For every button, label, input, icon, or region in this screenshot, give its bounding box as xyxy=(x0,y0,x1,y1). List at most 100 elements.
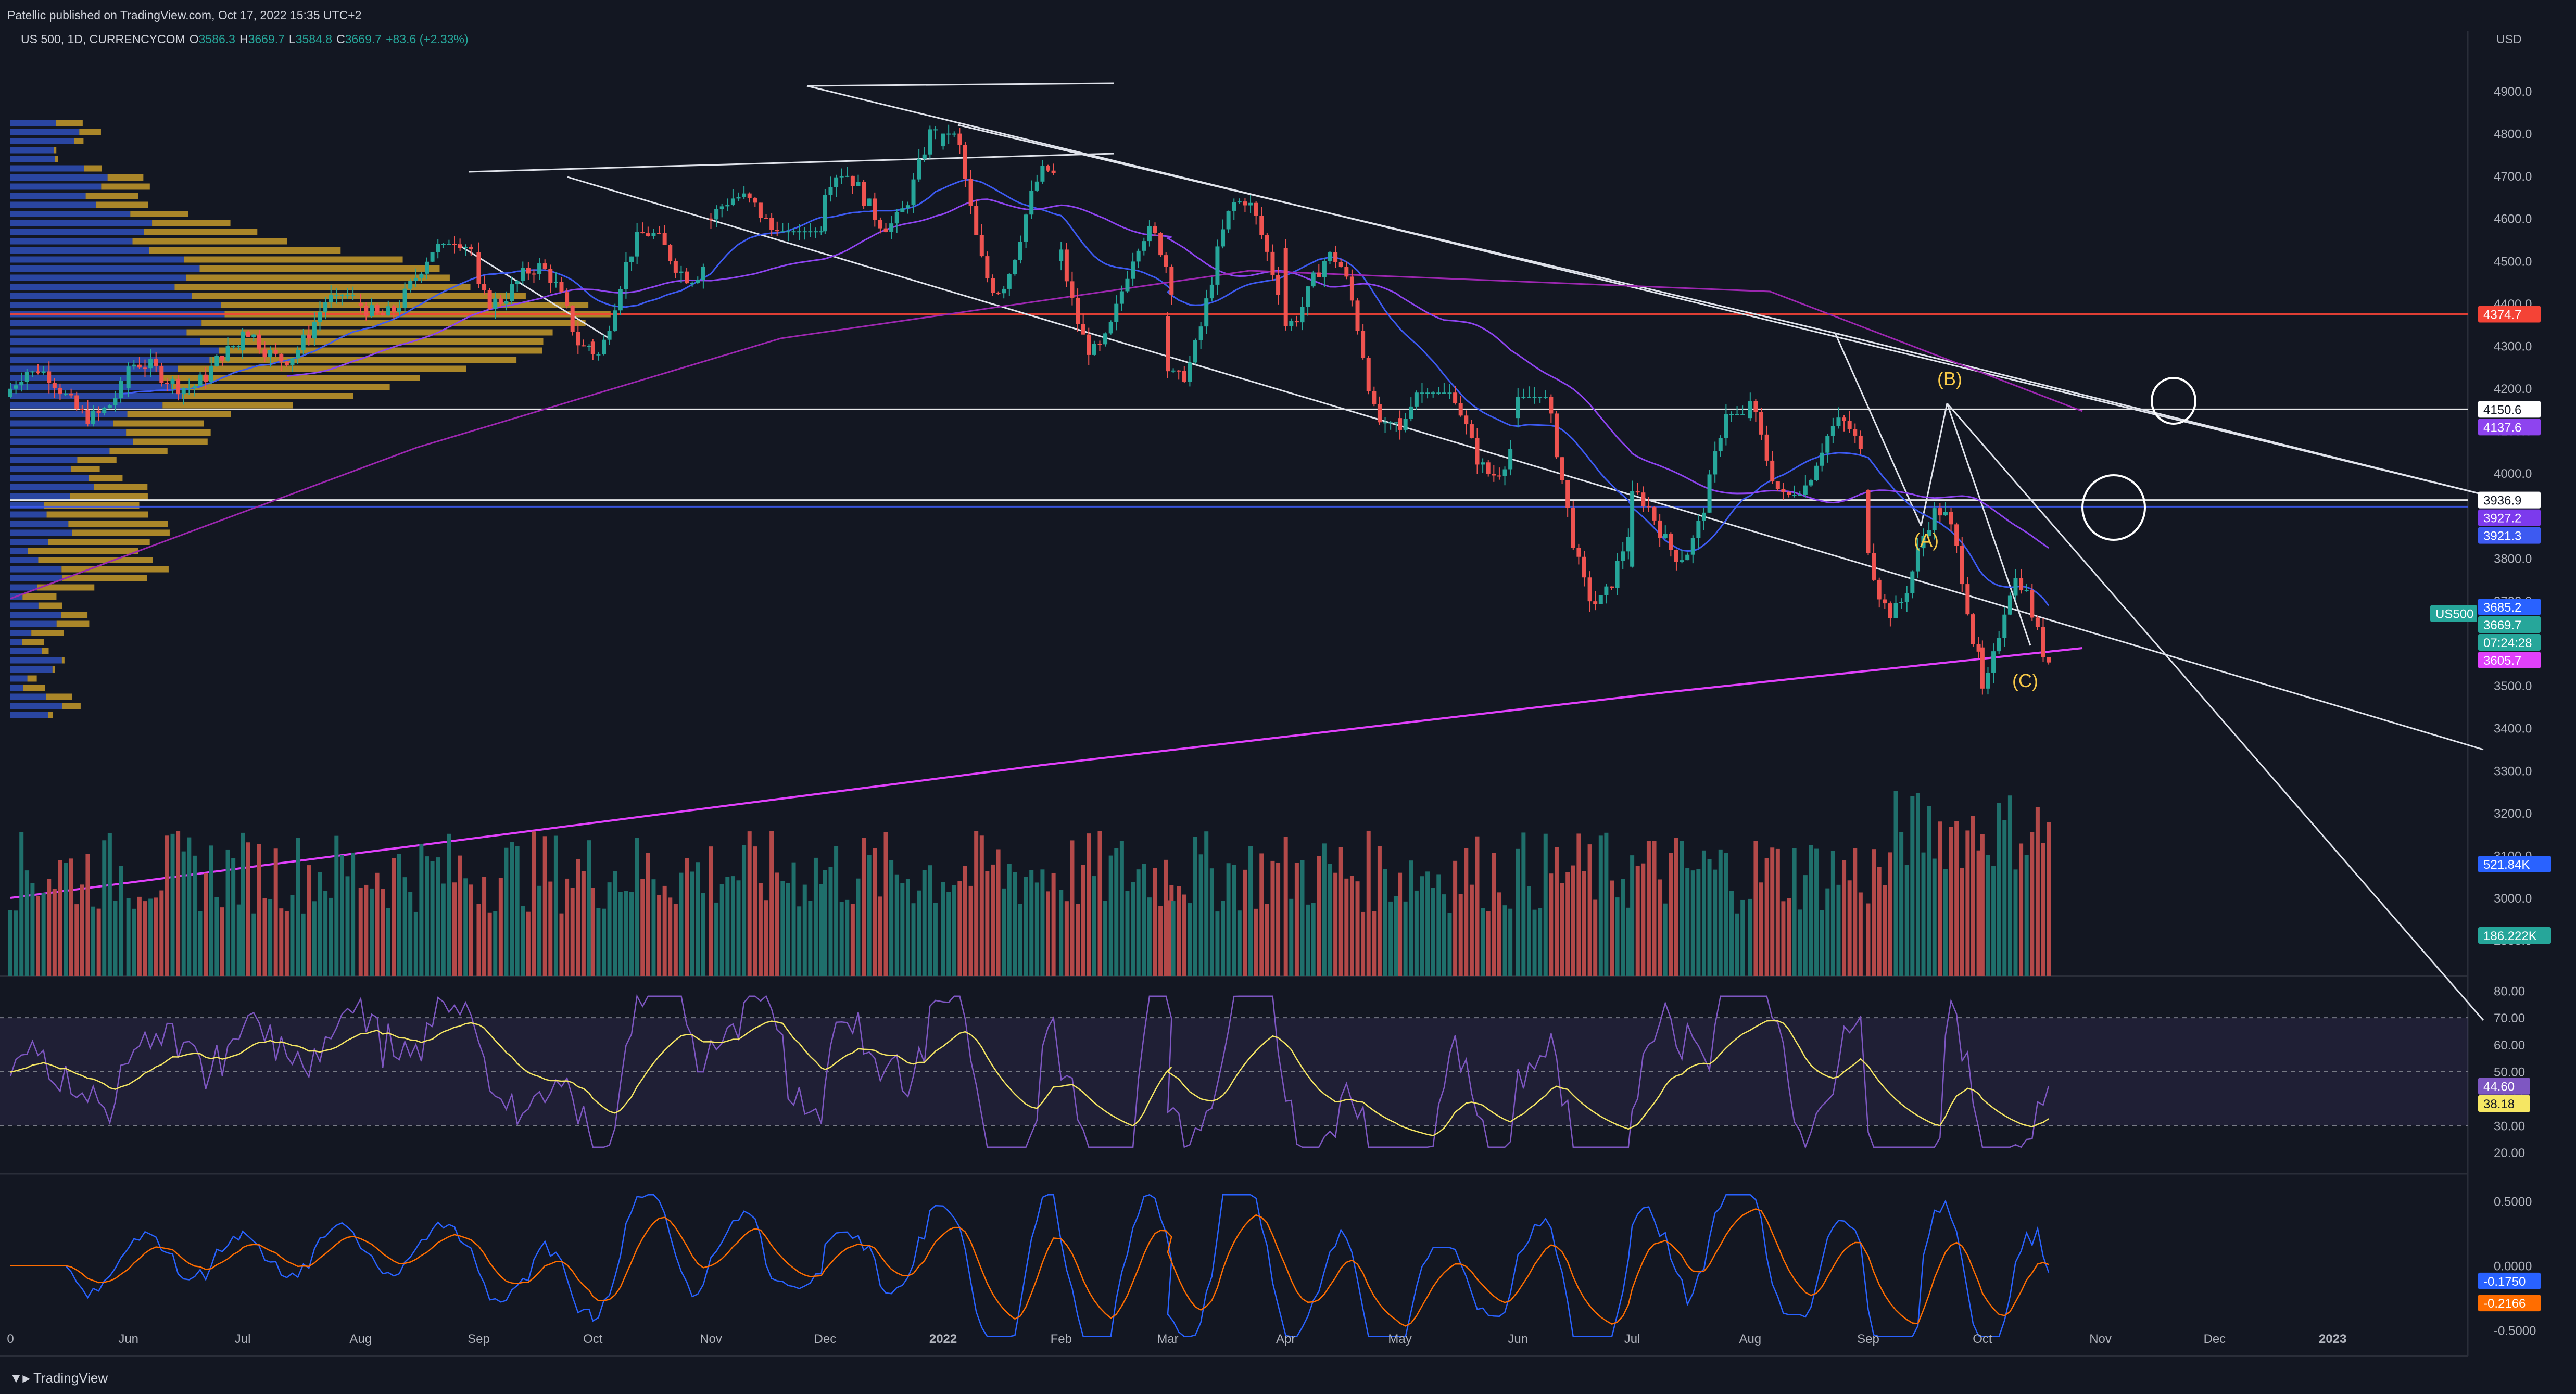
volume-bar xyxy=(839,902,844,976)
volume-bar xyxy=(1492,853,1496,976)
volume-bar xyxy=(1949,827,1953,976)
candle-body xyxy=(742,193,747,197)
vp-bar-down xyxy=(171,384,390,390)
volume-bar xyxy=(1114,848,1119,976)
volume-bar xyxy=(307,865,311,976)
volume-bar xyxy=(392,858,396,976)
vp-bar-down xyxy=(31,630,64,636)
candle-body xyxy=(1486,462,1491,474)
volume-bar xyxy=(537,885,542,976)
candle-body xyxy=(198,374,203,386)
candle-body xyxy=(839,176,844,178)
volume-bar xyxy=(624,891,628,976)
symbol-tag: US500 xyxy=(2435,607,2473,622)
candle-body xyxy=(1748,401,1752,419)
candle-body xyxy=(1938,508,1942,516)
vp-bar-up xyxy=(10,712,48,718)
candle-body xyxy=(1013,260,1017,274)
candle-body xyxy=(2041,627,2045,657)
volume-bar xyxy=(1718,849,1723,976)
volume-bar xyxy=(1729,891,1734,976)
vp-bar-up xyxy=(10,675,28,682)
candle-body xyxy=(102,408,107,413)
volume-bar xyxy=(1029,870,1034,976)
vp-bar-up xyxy=(10,411,128,417)
volume-bar xyxy=(1166,900,1170,976)
volume-bar xyxy=(1858,892,1863,976)
vp-bar-down xyxy=(71,466,100,472)
vp-bar-up xyxy=(10,211,131,217)
candle-body xyxy=(1388,422,1393,424)
volume-bar xyxy=(1259,853,1264,976)
volume-bar xyxy=(1398,872,1403,976)
volume-bar xyxy=(8,910,12,976)
candle-body xyxy=(1322,261,1327,277)
volume-bar xyxy=(2024,855,2029,976)
volume-bar xyxy=(1215,911,1220,976)
volume-bar xyxy=(526,911,531,976)
volume-bar xyxy=(1171,901,1176,976)
volume-bar xyxy=(113,900,118,976)
price-label: 07:24:28 xyxy=(2483,636,2532,650)
volume-bar xyxy=(1696,869,1701,976)
volume-bar xyxy=(2002,820,2007,976)
candle-body xyxy=(941,133,945,147)
candle-body xyxy=(1729,414,1734,415)
candle-body xyxy=(1087,334,1091,355)
vp-bar-down xyxy=(37,584,95,591)
candle-body xyxy=(257,334,261,350)
vp-bar-up xyxy=(10,193,86,199)
candle-body xyxy=(673,261,678,273)
volume-bar xyxy=(1322,843,1327,976)
candle-body xyxy=(753,197,757,203)
candle-body xyxy=(786,231,790,233)
candle-body xyxy=(1707,474,1712,513)
candle-body xyxy=(2002,614,2007,638)
candle-body xyxy=(1735,414,1739,415)
candle-body xyxy=(894,212,899,224)
candle-body xyxy=(1775,481,1780,489)
time-tick-label: May xyxy=(1388,1332,1411,1346)
volume-bar xyxy=(753,846,757,976)
vp-bar-up xyxy=(10,429,127,436)
candle-body xyxy=(1587,577,1592,602)
candle-body xyxy=(413,277,418,281)
volume-bar xyxy=(268,899,273,976)
volume-bar xyxy=(685,858,689,976)
volume-bar xyxy=(780,881,785,976)
volume-bar xyxy=(1306,904,1310,976)
volume-bar xyxy=(165,835,169,976)
volume-bar xyxy=(339,855,344,976)
trendline xyxy=(806,85,2484,496)
price-tick-label: 4800.0 xyxy=(2494,128,2532,142)
candle-body xyxy=(64,393,68,395)
candle-body xyxy=(476,252,481,284)
candle-body xyxy=(883,228,888,232)
volume-bar xyxy=(498,878,503,976)
volume-bar xyxy=(1464,848,1469,976)
volume-bar xyxy=(1986,855,1990,976)
candle-body xyxy=(397,308,401,312)
vp-bar-up xyxy=(10,529,72,536)
volume-bar xyxy=(797,906,802,976)
time-tick-label: Sep xyxy=(1857,1332,1879,1346)
candle-body xyxy=(1724,414,1728,438)
candle-body xyxy=(775,230,779,232)
candle-body xyxy=(119,381,123,398)
candle-body xyxy=(329,295,333,302)
candle-body xyxy=(1361,331,1366,358)
volume-bar xyxy=(1383,869,1387,976)
vp-bar-down xyxy=(186,329,553,336)
candle-body xyxy=(1158,233,1163,256)
candle-body xyxy=(1409,406,1413,419)
candle-body xyxy=(651,233,656,236)
volume-bar xyxy=(596,908,601,976)
rsi-tick-label: 50.00 xyxy=(2494,1066,2525,1080)
tradingview-logo[interactable]: ▼▸ TradingView xyxy=(9,1370,108,1386)
vp-bar-down xyxy=(46,693,72,700)
candle-body xyxy=(351,295,356,296)
candle-body xyxy=(301,334,306,351)
time-tick-label: Nov xyxy=(700,1332,722,1346)
candle-body xyxy=(532,273,536,275)
